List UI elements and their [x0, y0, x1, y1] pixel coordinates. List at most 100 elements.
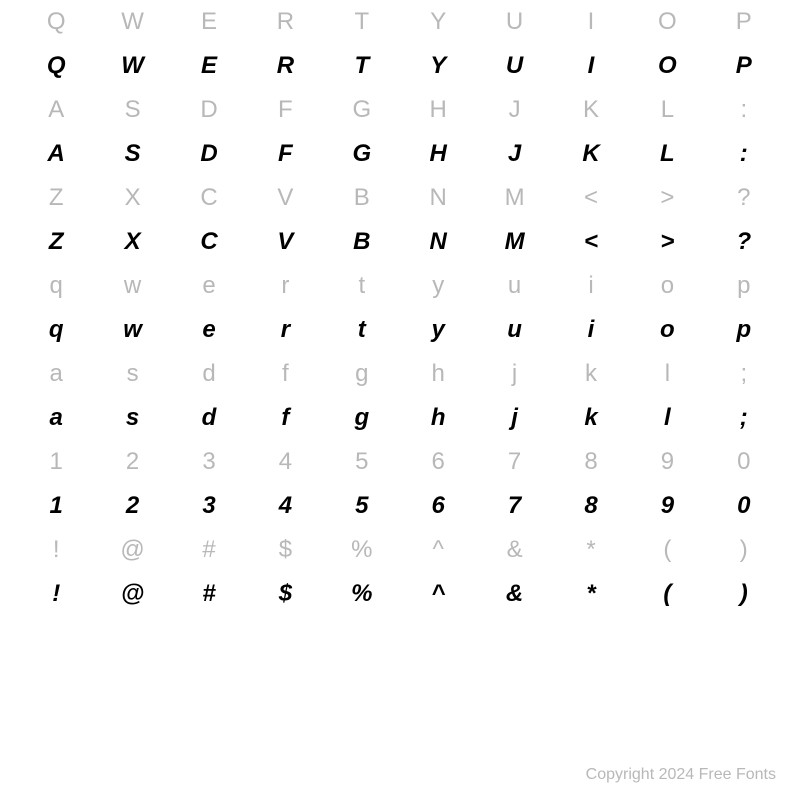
reference-glyph: 6: [400, 440, 476, 484]
sample-glyph: S: [94, 132, 170, 176]
copyright-text: Copyright 2024 Free Fonts: [586, 766, 776, 784]
reference-glyph: #: [171, 528, 247, 572]
sample-glyph: B: [324, 220, 400, 264]
reference-glyph: C: [171, 176, 247, 220]
reference-glyph: ^: [400, 528, 476, 572]
reference-glyph: 1: [18, 440, 94, 484]
sample-glyph: 0: [706, 484, 782, 528]
sample-glyph: r: [247, 308, 323, 352]
sample-glyph: ?: [706, 220, 782, 264]
sample-glyph: t: [324, 308, 400, 352]
reference-glyph: y: [400, 264, 476, 308]
reference-glyph: o: [629, 264, 705, 308]
sample-row: ZXCVBNM<>?: [0, 220, 800, 264]
sample-glyph: C: [171, 220, 247, 264]
sample-glyph: 5: [324, 484, 400, 528]
font-specimen-grid: QWERTYUIOPQWERTYUIOPASDFGHJKL:ASDFGHJKL:…: [0, 0, 800, 616]
sample-glyph: :: [706, 132, 782, 176]
reference-row: QWERTYUIOP: [0, 0, 800, 44]
sample-glyph: ): [706, 572, 782, 616]
reference-glyph: <: [553, 176, 629, 220]
reference-glyph: 7: [476, 440, 552, 484]
sample-glyph: U: [476, 44, 552, 88]
sample-glyph: g: [324, 396, 400, 440]
reference-glyph: M: [476, 176, 552, 220]
reference-glyph: ?: [706, 176, 782, 220]
reference-glyph: W: [94, 0, 170, 44]
reference-glyph: $: [247, 528, 323, 572]
sample-glyph: !: [18, 572, 94, 616]
sample-glyph: j: [476, 396, 552, 440]
reference-row: 1234567890: [0, 440, 800, 484]
reference-glyph: S: [94, 88, 170, 132]
reference-glyph: *: [553, 528, 629, 572]
sample-glyph: e: [171, 308, 247, 352]
sample-glyph: 2: [94, 484, 170, 528]
sample-glyph: (: [629, 572, 705, 616]
sample-glyph: Y: [400, 44, 476, 88]
reference-glyph: P: [706, 0, 782, 44]
sample-glyph: ;: [706, 396, 782, 440]
reference-glyph: H: [400, 88, 476, 132]
sample-glyph: W: [94, 44, 170, 88]
sample-glyph: &: [476, 572, 552, 616]
sample-glyph: h: [400, 396, 476, 440]
reference-glyph: @: [94, 528, 170, 572]
reference-glyph: e: [171, 264, 247, 308]
reference-glyph: p: [706, 264, 782, 308]
reference-glyph: q: [18, 264, 94, 308]
reference-glyph: O: [629, 0, 705, 44]
reference-glyph: U: [476, 0, 552, 44]
sample-glyph: 1: [18, 484, 94, 528]
sample-glyph: q: [18, 308, 94, 352]
sample-glyph: o: [629, 308, 705, 352]
sample-glyph: Q: [18, 44, 94, 88]
sample-glyph: <: [553, 220, 629, 264]
reference-glyph: K: [553, 88, 629, 132]
reference-glyph: F: [247, 88, 323, 132]
sample-glyph: X: [94, 220, 170, 264]
sample-glyph: 7: [476, 484, 552, 528]
sample-row: asdfghjkl;: [0, 396, 800, 440]
reference-glyph: l: [629, 352, 705, 396]
sample-glyph: O: [629, 44, 705, 88]
sample-row: QWERTYUIOP: [0, 44, 800, 88]
reference-row: asdfghjkl;: [0, 352, 800, 396]
sample-glyph: y: [400, 308, 476, 352]
reference-glyph: k: [553, 352, 629, 396]
sample-glyph: K: [553, 132, 629, 176]
sample-glyph: 3: [171, 484, 247, 528]
reference-glyph: X: [94, 176, 170, 220]
sample-glyph: l: [629, 396, 705, 440]
sample-glyph: F: [247, 132, 323, 176]
sample-glyph: p: [706, 308, 782, 352]
sample-glyph: @: [94, 572, 170, 616]
reference-glyph: 0: [706, 440, 782, 484]
reference-glyph: 8: [553, 440, 629, 484]
reference-glyph: Q: [18, 0, 94, 44]
sample-glyph: ^: [400, 572, 476, 616]
sample-glyph: L: [629, 132, 705, 176]
reference-glyph: (: [629, 528, 705, 572]
reference-glyph: &: [476, 528, 552, 572]
sample-glyph: N: [400, 220, 476, 264]
sample-glyph: T: [324, 44, 400, 88]
sample-glyph: G: [324, 132, 400, 176]
reference-glyph: D: [171, 88, 247, 132]
reference-glyph: :: [706, 88, 782, 132]
reference-glyph: 5: [324, 440, 400, 484]
sample-glyph: *: [553, 572, 629, 616]
sample-glyph: k: [553, 396, 629, 440]
sample-glyph: $: [247, 572, 323, 616]
reference-glyph: f: [247, 352, 323, 396]
sample-glyph: >: [629, 220, 705, 264]
reference-glyph: u: [476, 264, 552, 308]
sample-glyph: 6: [400, 484, 476, 528]
sample-glyph: P: [706, 44, 782, 88]
sample-glyph: i: [553, 308, 629, 352]
reference-glyph: B: [324, 176, 400, 220]
reference-glyph: T: [324, 0, 400, 44]
reference-glyph: h: [400, 352, 476, 396]
reference-glyph: >: [629, 176, 705, 220]
sample-glyph: u: [476, 308, 552, 352]
